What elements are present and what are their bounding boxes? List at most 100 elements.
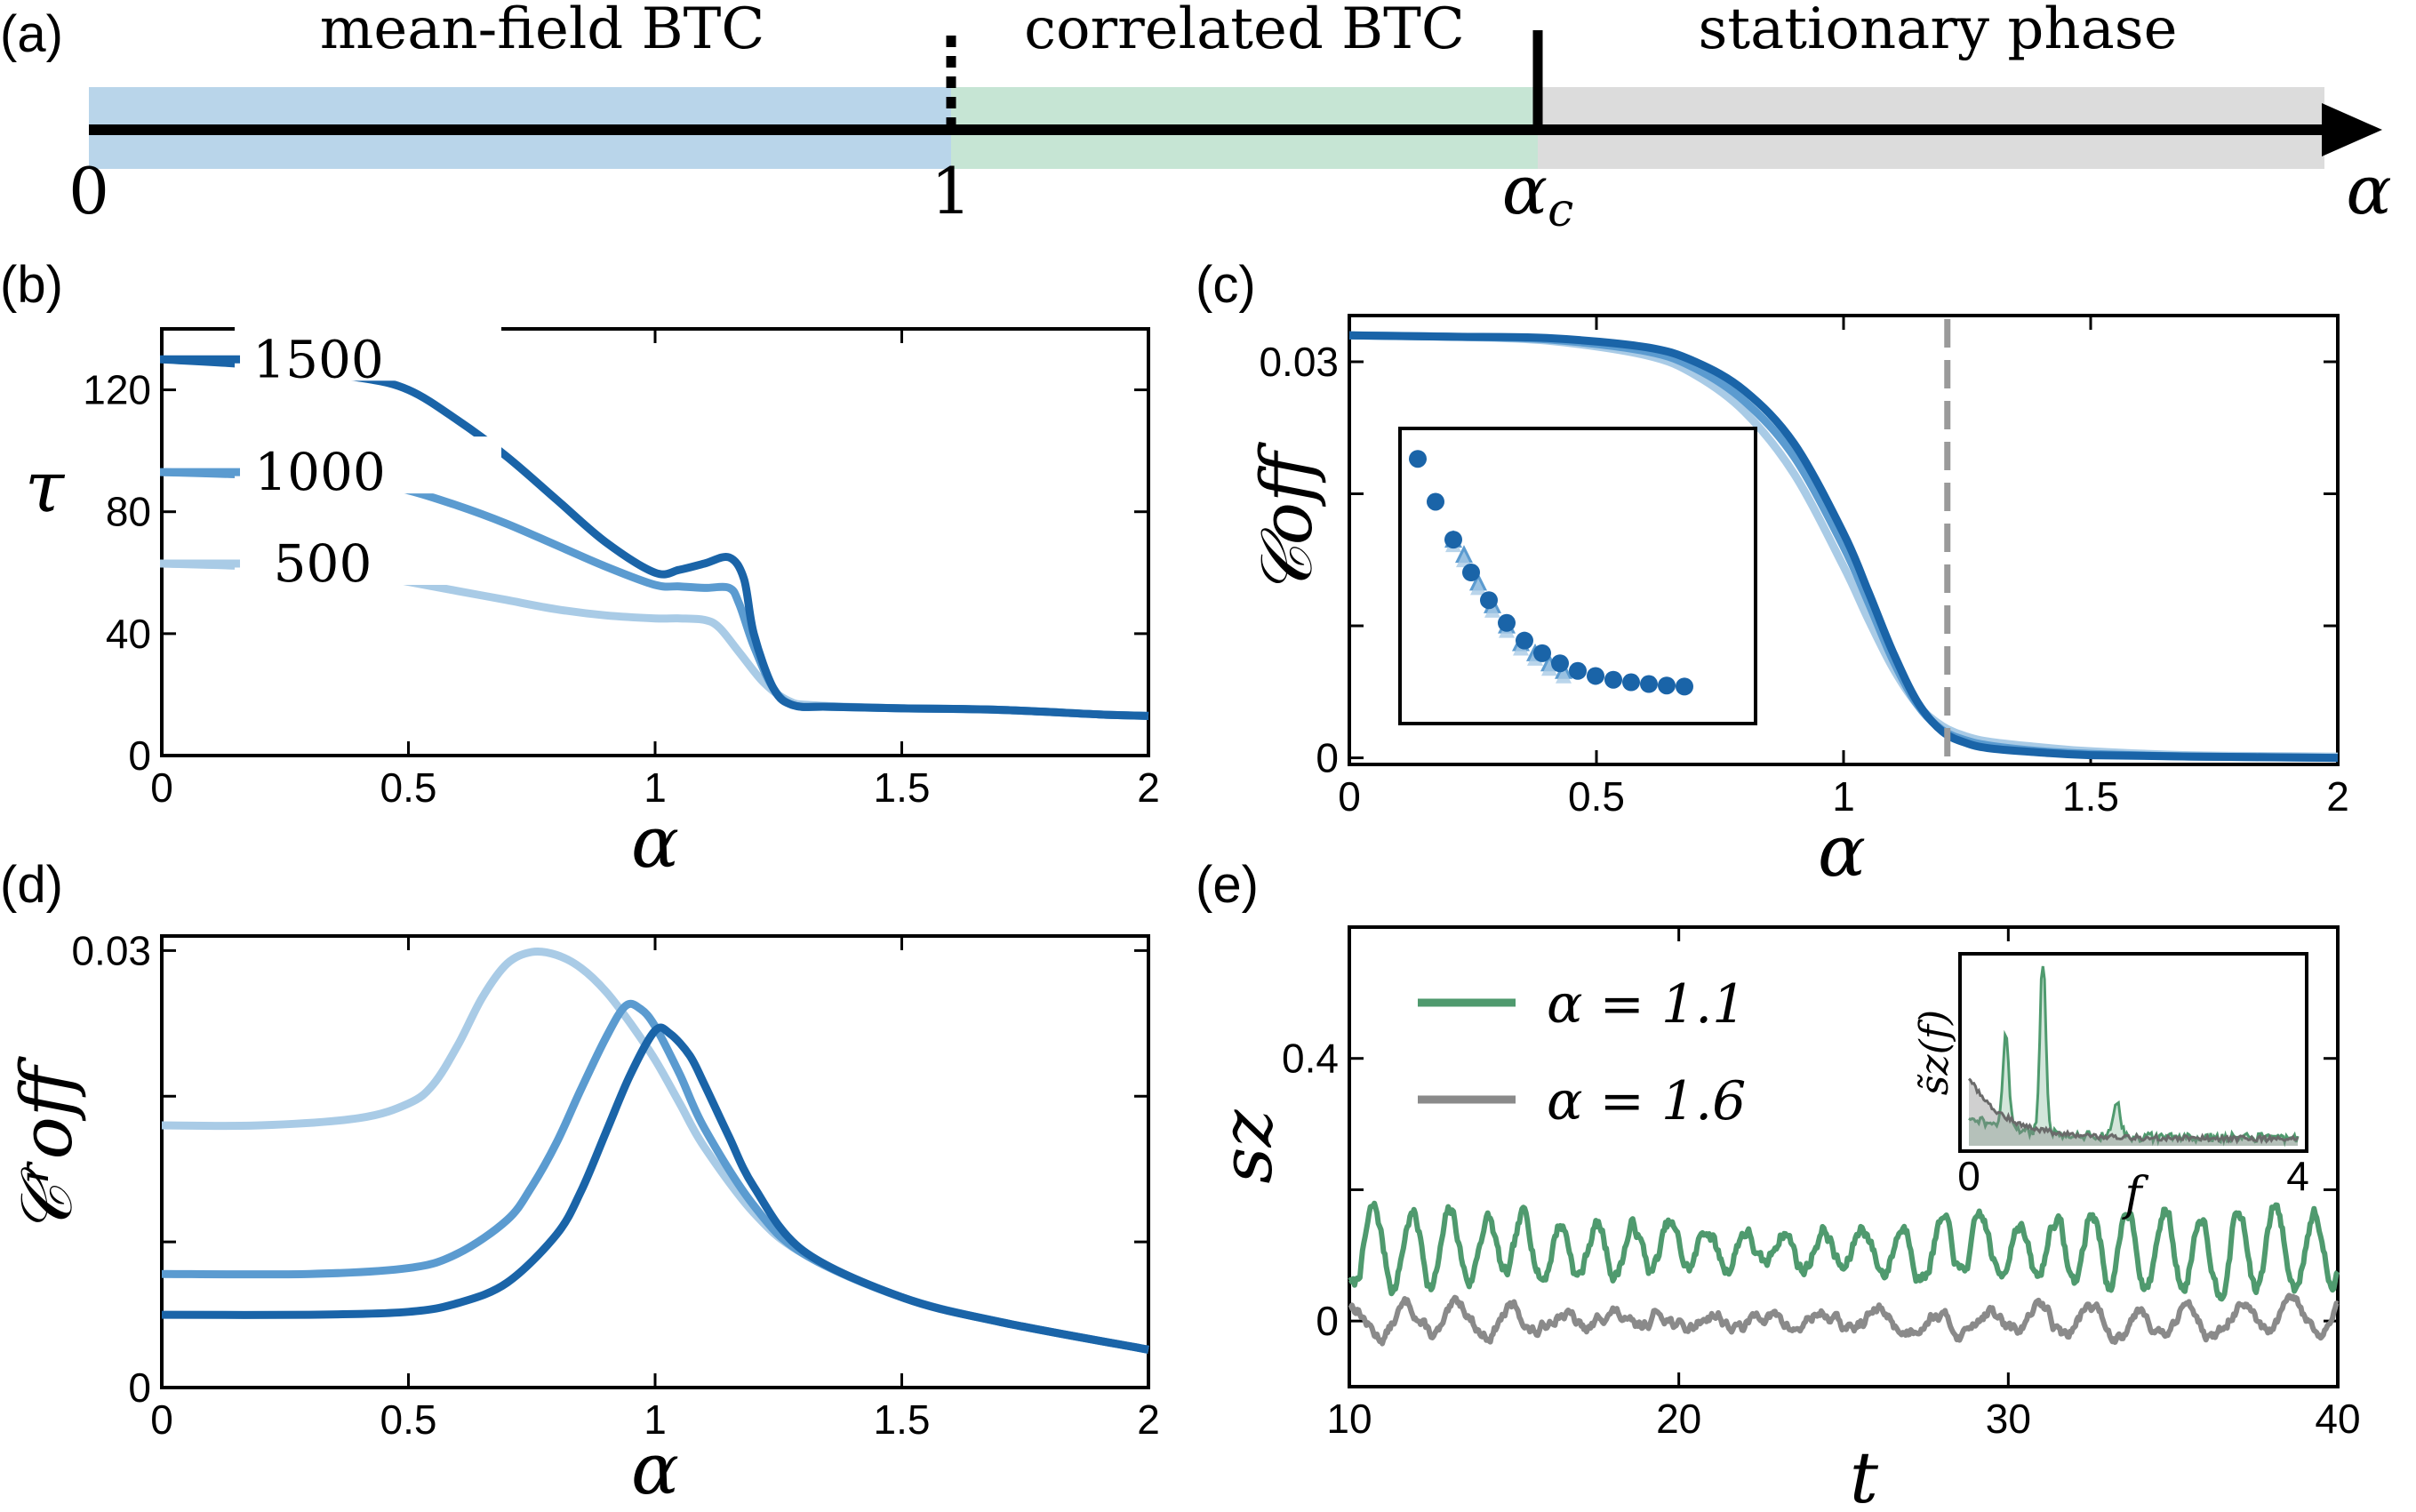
inset-triangle-light xyxy=(1541,660,1557,676)
alpha-axis-arrowhead xyxy=(2322,103,2382,156)
inset-gray-line xyxy=(1968,1077,2300,1145)
x-tick-label: 40 xyxy=(2315,1396,2360,1442)
region-label-mean-field: mean-field BTC xyxy=(320,0,765,62)
x-tick-label: 1.5 xyxy=(874,1396,931,1443)
inset-point xyxy=(1462,564,1480,581)
plot-c: 0 0.5 1 1.5 2 0 0.03 xyxy=(1259,314,2349,820)
inset-point xyxy=(1551,654,1569,673)
plot-b: 0 0.5 1 1.5 2 0 40 80 120 1500 1000 500 xyxy=(83,324,1160,811)
plot-d: 0 0.5 1 1.5 2 0 0.03 xyxy=(71,927,1159,1443)
xlabel-c: α xyxy=(1818,810,1866,892)
inset-triangle-light xyxy=(1456,551,1472,568)
y-tick-label: 0 xyxy=(1316,735,1339,781)
legend-label-bg xyxy=(235,324,501,381)
series-line-1500 xyxy=(161,1023,1149,1354)
legend-label-500: 500 xyxy=(274,533,372,594)
x-tick-label: 0.5 xyxy=(380,764,437,811)
panel-c: (c) 0 0.5 1 1.5 2 0 0.03 𝒞off α xyxy=(1196,256,2349,892)
inset-green-area xyxy=(1969,966,2298,1146)
series-line-500 xyxy=(161,947,1149,1354)
legend-label-bg xyxy=(235,436,501,494)
plot-e: 10 20 30 40 0 0.4 α = 1.1 α = 1.6 0 4 f s̃z(f) xyxy=(1282,925,2361,1442)
inset-frame xyxy=(1958,952,2308,1153)
ylabel-c: 𝒞off xyxy=(1245,441,1328,596)
y-tick-label: 120 xyxy=(83,367,151,413)
axis-tick-alpha-c: αc xyxy=(1502,150,1573,237)
legend-label-1000: 1000 xyxy=(254,442,386,502)
inset-point xyxy=(1498,613,1516,632)
inset-point xyxy=(1444,531,1462,549)
legend-label-bg xyxy=(235,528,501,585)
y-tick-label: 80 xyxy=(106,489,151,535)
x-tick-label: 0 xyxy=(1338,773,1361,820)
y-tick-label: 0.4 xyxy=(1282,1036,1339,1082)
xlabel-b: α xyxy=(631,801,679,884)
inset-point xyxy=(1533,644,1551,662)
legend-label-gray: α = 1.6 xyxy=(1547,1070,1746,1132)
ylabel-b: τ xyxy=(25,445,66,528)
inset-xlabel: f xyxy=(2121,1168,2148,1221)
x-tick-label: 10 xyxy=(1326,1396,1372,1442)
region-label-correlated: correlated BTC xyxy=(1024,0,1465,62)
inset-ylabel: s̃z(f) xyxy=(1912,1010,1957,1095)
ylabel-e: sz xyxy=(1205,1109,1288,1184)
inset-triangle-light xyxy=(1470,579,1486,596)
region-label-stationary: stationary phase xyxy=(1699,0,2178,62)
inset-x-tick-4: 4 xyxy=(2286,1153,2309,1199)
x-tick-label: 2 xyxy=(1137,1396,1160,1443)
inset-point xyxy=(1587,667,1604,685)
panel-label-b: (b) xyxy=(0,256,63,314)
inset-point xyxy=(1569,661,1587,680)
x-tick-label: 0 xyxy=(150,1396,173,1443)
panel-b: (b) 0 0.5 1 1.5 2 0 40 80 120 1500 1000 500 τ α xyxy=(0,256,1160,884)
inset-triangle-light xyxy=(1484,601,1500,618)
inset-point xyxy=(1658,676,1676,695)
xlabel-e: t xyxy=(1850,1436,1879,1512)
axis-tick-1: 1 xyxy=(931,154,972,228)
inset-x-tick-0: 0 xyxy=(1957,1153,1980,1199)
series-line-green xyxy=(1348,1200,2340,1302)
legend-label-1500: 1500 xyxy=(252,329,384,389)
inset-point xyxy=(1676,677,1693,696)
axis-tick-0: 0 xyxy=(68,154,109,228)
x-tick-label: 2 xyxy=(2326,773,2349,820)
x-tick-label: 1 xyxy=(644,1396,667,1443)
inset-point xyxy=(1409,450,1427,468)
x-tick-label: 0.5 xyxy=(1568,773,1625,820)
inset-point xyxy=(1604,670,1622,689)
plot-frame xyxy=(1348,925,2340,1388)
y-tick-label: 40 xyxy=(106,611,151,657)
inset-point xyxy=(1427,492,1444,511)
inset-triangle-light xyxy=(1556,667,1572,684)
series-line-1500 xyxy=(161,355,1149,720)
inset-point xyxy=(1516,631,1533,650)
ylabel-d: 𝒞ʳoff xyxy=(5,1055,88,1236)
x-tick-label: 1.5 xyxy=(2062,773,2119,820)
xlabel-d: α xyxy=(631,1428,679,1510)
x-tick-label: 0 xyxy=(150,764,173,811)
panel-label-e: (e) xyxy=(1196,856,1259,914)
y-tick-label: 0 xyxy=(128,732,151,779)
alpha-c-main: α xyxy=(1502,150,1548,229)
series-line-1500 xyxy=(1348,331,2339,763)
axis-label-alpha: α xyxy=(2346,150,2391,229)
x-tick-label: 2 xyxy=(1137,764,1160,811)
legend-label-green: α = 1.1 xyxy=(1547,973,1746,1036)
alpha-c-sub: c xyxy=(1548,184,1573,237)
panel-label-c: (c) xyxy=(1196,256,1256,314)
y-tick-label: 0.03 xyxy=(1259,339,1339,385)
x-tick-label: 1 xyxy=(1832,773,1855,820)
inset-point xyxy=(1640,675,1658,693)
x-tick-label: 0.5 xyxy=(380,1396,437,1443)
inset-point xyxy=(1480,591,1498,610)
y-tick-label: 0 xyxy=(128,1364,151,1411)
x-tick-label: 30 xyxy=(1986,1396,2031,1442)
y-tick-label: 0 xyxy=(1316,1298,1339,1344)
panel-label-d: (d) xyxy=(0,856,63,914)
series-line-1000 xyxy=(161,468,1149,720)
series-line-gray xyxy=(1348,1292,2340,1347)
x-tick-label: 1.5 xyxy=(874,764,931,811)
x-tick-label: 1 xyxy=(644,764,667,811)
